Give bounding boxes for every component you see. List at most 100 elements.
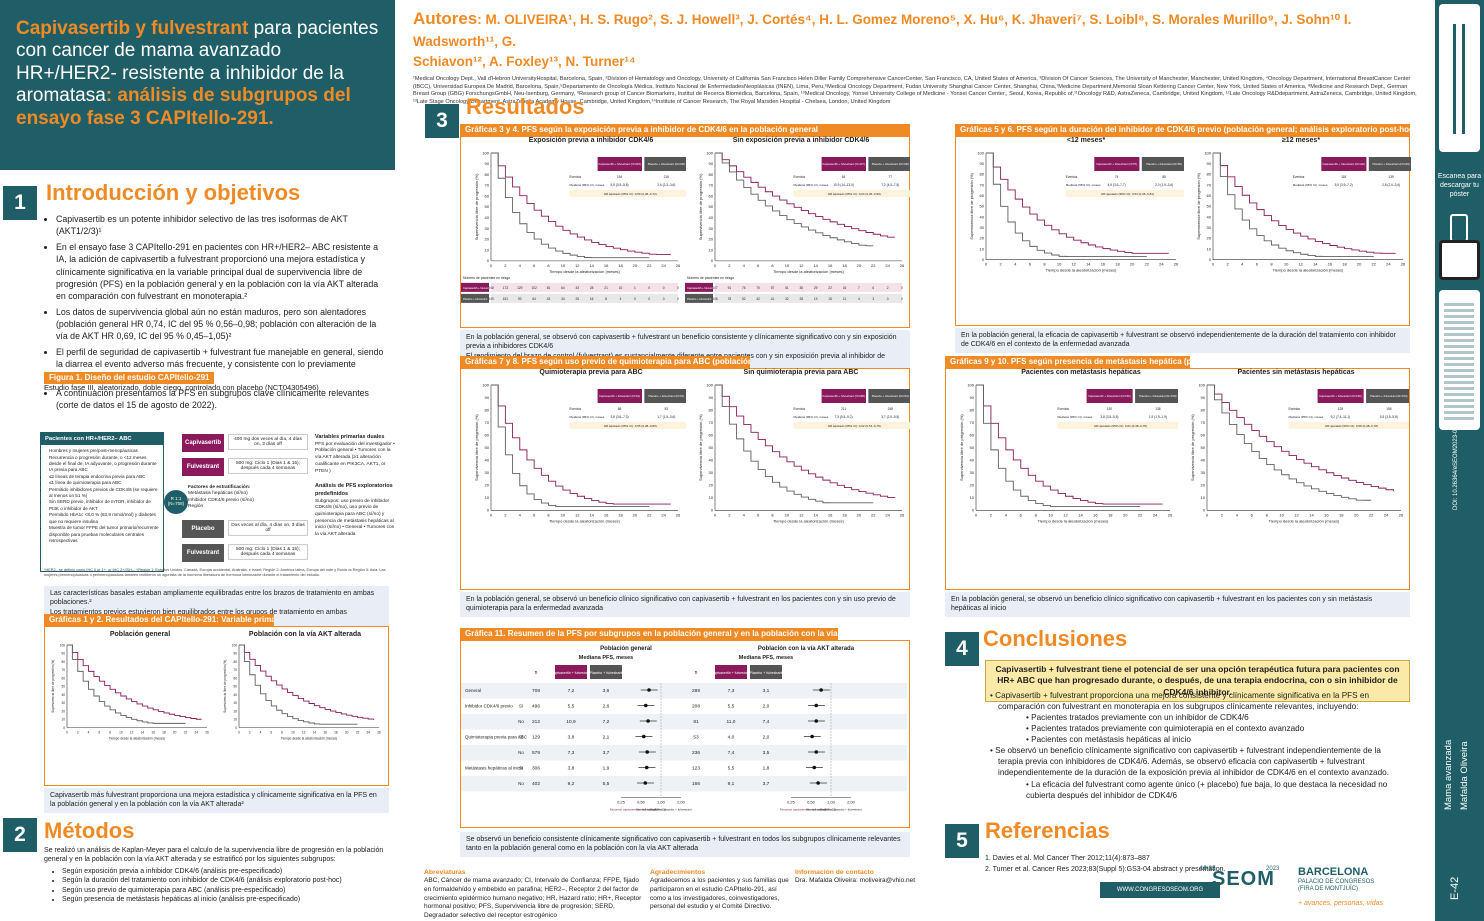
- forest-hr-label: Hazard ratio (95% CI): [636, 808, 665, 812]
- risk-value-placebo: 11: [843, 297, 847, 301]
- forest-n-general: 212: [532, 719, 540, 725]
- legend-capivasertib-box: [1317, 389, 1364, 403]
- risk-value-capivasertib: 70: [756, 286, 760, 290]
- events-placebo: 155: [1386, 407, 1392, 411]
- forest-pla-general: 3,6: [603, 688, 610, 694]
- forest-cap-akt: 5,5: [728, 704, 735, 710]
- risk-value-capivasertib: 129: [517, 286, 523, 290]
- x-tick-label: 0: [490, 263, 493, 268]
- median-label: Mediana (95% CI), meses: [794, 415, 829, 419]
- y-tick-label: 0: [982, 257, 985, 262]
- risk-value-placebo: 106: [712, 297, 718, 301]
- forest-row-sub: No: [518, 750, 524, 755]
- x-tick-label: 2: [77, 731, 79, 735]
- risk-value-placebo: 4: [620, 297, 622, 301]
- forest-n-general: 496: [532, 704, 540, 710]
- x-tick-label: 16: [828, 512, 833, 517]
- median-capivasertib: 5,5 (3,9–7,2): [1335, 183, 1353, 187]
- x-tick-label: 26: [676, 263, 681, 268]
- x-tick-label: 8: [109, 731, 111, 735]
- forest-n-general: 579: [532, 750, 540, 756]
- forest-hr-point: [812, 765, 817, 770]
- forest-n-general: 708: [532, 688, 540, 694]
- legend-capivasertib-label: Capivasertib + fulvestrant (N=91): [599, 394, 640, 398]
- x-tick-label: 4: [743, 512, 746, 517]
- contact-info: Información de contacto Dra. Mafalda Oli…: [795, 868, 935, 886]
- y-tick-label: 10: [485, 495, 490, 500]
- y-tick-label: 20: [709, 237, 714, 242]
- section-title-methods: Métodos: [44, 818, 135, 843]
- legend-placebo-label: Placebo + fulvestrant (N=146): [1373, 162, 1410, 166]
- y-tick-label: 10: [709, 247, 714, 252]
- forest-hr-point: [643, 781, 648, 785]
- y-axis-label: Supervivencia libre de progresión (%): [1190, 414, 1195, 481]
- x-tick-label: 14: [1309, 512, 1314, 517]
- risk-value-capivasertib: 0: [677, 286, 679, 290]
- x-tick-label: 0: [1206, 512, 1209, 517]
- y-tick-label: 100: [706, 150, 713, 155]
- authors-line-2: Schiavon¹², A. Foxley¹³, N. Turner¹⁴: [413, 53, 636, 69]
- x-tick-label: 8: [1035, 512, 1038, 517]
- fig7-bar: Gráficas 7 y 8. PFS según uso previo de …: [460, 356, 750, 368]
- risk-value-placebo: 249: [488, 297, 494, 301]
- x-tick-label: 6: [757, 512, 760, 517]
- x-tick-label: 2: [504, 263, 507, 268]
- methods-bullet: Según uso previo de quimioterapia para A…: [62, 887, 380, 895]
- fig1-patient-item: Sin SERD previo, inhibidor de mTOR, inhi…: [49, 499, 160, 512]
- km-line-placebo: [715, 384, 874, 504]
- fig1-strat-item: Región: [188, 504, 204, 510]
- x-tick-label: 2: [999, 262, 1002, 267]
- km-line-placebo: [1207, 384, 1372, 501]
- x-tick-label: 24: [194, 731, 198, 735]
- x-tick-label: 2: [728, 512, 731, 517]
- scan-text: Escanea para descargar tu póster: [1437, 173, 1482, 199]
- events-placebo: 138: [1155, 407, 1161, 411]
- risk-value-capivasertib: 0: [901, 286, 903, 290]
- risk-value-placebo: 28: [800, 297, 804, 301]
- median-label: Mediana (95% CI), meses: [794, 183, 829, 187]
- congress-url[interactable]: WWW.CONGRESOSEOM.ORG: [1100, 882, 1220, 898]
- km-line-placebo: [1213, 152, 1374, 257]
- risk-value-placebo: 0: [663, 297, 665, 301]
- fig9-bar: Gráficas 9 y 10. PFS según presencia de …: [945, 356, 1190, 368]
- y-tick-label: 40: [485, 215, 490, 220]
- y-tick-label: 0: [1203, 508, 1206, 513]
- qr-code-icon[interactable]: [1439, 240, 1480, 280]
- km-line-placebo: [239, 644, 358, 725]
- forest-hr-point: [645, 750, 650, 754]
- x-tick-label: 20: [1130, 262, 1135, 267]
- events-capivasertib: 68: [618, 407, 622, 411]
- median-capivasertib: 3,8 (3,5–5,5): [1100, 415, 1118, 419]
- conclusions-bullet: • Capivasertib + fulvestrant proporciona…: [990, 691, 1370, 712]
- km-line-capivasertib: [976, 384, 1163, 505]
- x-tick-label: 8: [1043, 262, 1046, 267]
- y-tick-label: 20: [233, 709, 237, 713]
- forest-hr-label: Hazard ratio (95% CI): [806, 808, 835, 812]
- x-tick-label: 12: [302, 731, 306, 735]
- forest-n-akt: 53: [693, 735, 699, 741]
- forest-n-general: 306: [532, 766, 540, 772]
- x-tick-label: 6: [533, 263, 536, 268]
- forest-hr-point: [810, 734, 814, 739]
- y-tick-label: 90: [1207, 161, 1212, 166]
- fig11-note: Se observó un beneficio consistente clín…: [460, 832, 910, 857]
- poster-logo-icon: [1453, 24, 1465, 134]
- y-tick-label: 40: [1207, 214, 1212, 219]
- venue-city: BARCELONA: [1298, 866, 1369, 878]
- x-tick-label: 10: [1057, 262, 1062, 267]
- km-line-placebo: [67, 644, 186, 724]
- acknowledgements-heading: Agradecimientos: [650, 869, 706, 876]
- risk-value-placebo: 0: [634, 297, 636, 301]
- x-tick-label: 0: [238, 731, 240, 735]
- fig1-patient-item: ≤1 línea de quimioterapia para ABC: [49, 480, 160, 486]
- x-tick-label: 26: [1401, 262, 1406, 267]
- x-tick-label: 10: [1279, 512, 1284, 517]
- conclusions-bullet-text: Se observó un beneficio clínicamente sig…: [995, 746, 1389, 778]
- forest-tick-label: 2,00: [847, 800, 856, 805]
- x-tick-label: 12: [130, 731, 134, 735]
- y-tick-label: 70: [709, 183, 714, 188]
- x-tick-label: 12: [1063, 512, 1068, 517]
- x-tick-label: 22: [647, 512, 652, 517]
- y-tick-label: 30: [61, 701, 65, 705]
